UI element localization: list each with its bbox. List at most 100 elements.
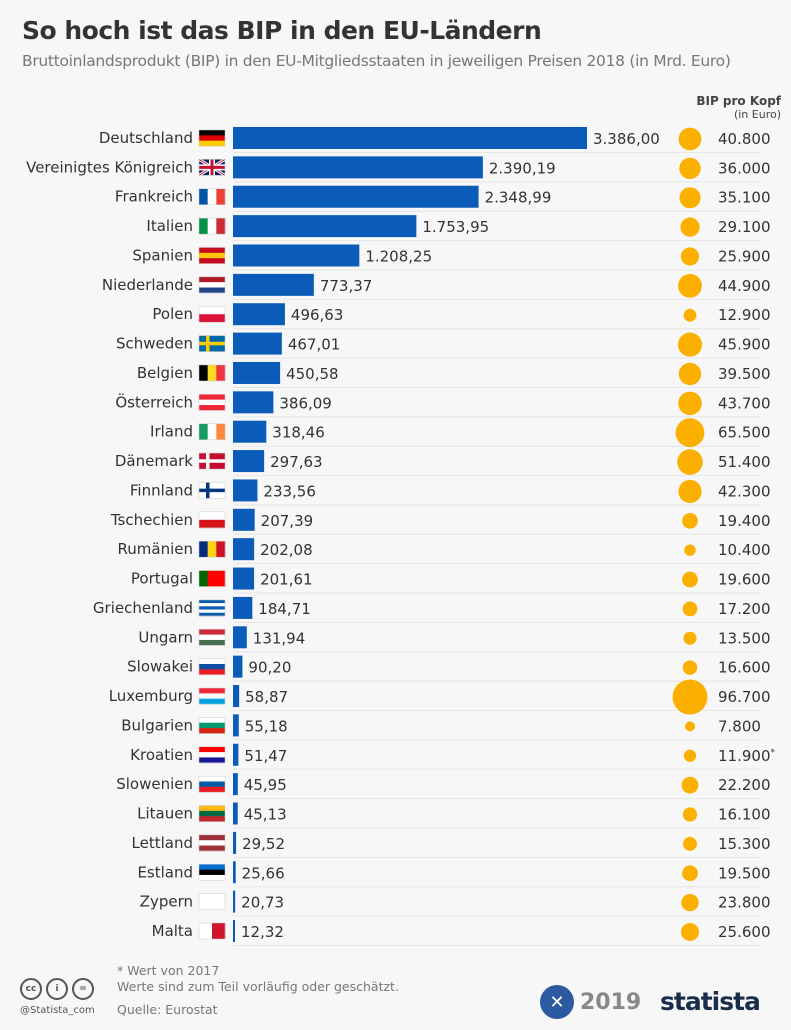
per-capita-value-label: 65.500	[718, 424, 771, 442]
category-label: Rumänien	[118, 540, 193, 558]
per-capita-value-label: 23.800	[718, 894, 771, 912]
person-icon: i	[46, 978, 68, 1000]
gdp-value-label: 90,20	[248, 659, 291, 677]
flag-icon	[198, 570, 226, 587]
category-label: Slowenien	[116, 775, 193, 793]
per-capita-value-label: 7.800	[718, 717, 761, 735]
gdp-value-label: 467,01	[288, 336, 341, 354]
gdp-bar	[233, 391, 274, 414]
flag-icon	[198, 335, 226, 352]
category-label: Tschechien	[110, 511, 193, 529]
flag-icon	[198, 482, 226, 499]
per-capita-bubble	[677, 332, 703, 357]
gdp-value-label: 25,66	[242, 864, 285, 882]
per-capita-bubble	[683, 631, 697, 645]
per-capita-bubble	[678, 362, 702, 386]
footnote: * Wert von 2017 Werte sind zum Teil vorl…	[117, 963, 399, 995]
gdp-bar	[233, 361, 281, 384]
flag-icon	[198, 658, 226, 675]
category-label: Luxemburg	[109, 687, 193, 705]
chart-row: Griechenland 184,71 17.200	[93, 596, 771, 623]
flag-icon	[198, 188, 226, 205]
per-capita-title: BIP pro Kopf	[696, 94, 781, 108]
chart-row: Belgien 450,58 39.500	[137, 361, 771, 388]
gdp-value-label: 202,08	[260, 541, 313, 559]
gdp-bar	[233, 215, 417, 238]
category-label: Österreich	[115, 392, 193, 411]
source: Quelle: Eurostat	[117, 1002, 218, 1017]
gdp-value-label: 29,52	[242, 835, 285, 853]
chart-row: Schweden 467,01 45.900	[116, 332, 771, 359]
flag-icon	[198, 834, 226, 852]
footnote-estimate: Werte sind zum Teil vorläufig oder gesch…	[117, 979, 399, 994]
gdp-value-label: 297,63	[270, 453, 323, 471]
bar-chart: Deutschland 3.386,00 40.800 Vereinigtes Kön…	[26, 127, 776, 946]
per-capita-bubble	[681, 776, 699, 794]
per-capita-value-label: 42.300	[718, 482, 771, 500]
category-label: Kroatien	[130, 746, 193, 764]
category-label: Malta	[152, 922, 193, 940]
category-label: Italien	[146, 217, 193, 235]
per-capita-bubble	[678, 391, 702, 416]
chart-row: Estland 25,66 19.500	[137, 861, 771, 888]
flag-icon	[198, 217, 226, 235]
category-label: Portugal	[131, 570, 193, 588]
flag-icon	[198, 511, 226, 529]
per-capita-bubble	[683, 749, 697, 762]
gdp-value-label: 2.390,19	[489, 159, 556, 177]
flag-icon	[198, 805, 226, 822]
per-capita-value-label: 44.900	[718, 277, 771, 295]
per-capita-bubble	[678, 273, 702, 298]
per-capita-value-label: 39.500	[718, 365, 771, 383]
gdp-bar	[233, 450, 265, 473]
per-capita-bubble	[682, 865, 698, 882]
year-badge: ✕ 2019	[540, 985, 641, 1019]
flag-icon	[198, 129, 226, 147]
twitter-handle: @Statista_com	[20, 1005, 95, 1016]
per-capita-bubble	[683, 836, 697, 851]
gdp-value-label: 12,32	[241, 923, 284, 941]
per-capita-bubble	[684, 544, 696, 556]
chart-row: Ungarn 131,94 13.500	[138, 626, 771, 653]
per-capita-bubble	[681, 893, 699, 912]
gdp-value-label: 233,56	[263, 482, 316, 500]
per-capita-value-label: 43.700	[718, 394, 771, 412]
category-label: Ungarn	[138, 628, 193, 646]
category-label: Irland	[150, 423, 193, 441]
chart-row: Österreich 386,09 43.700	[115, 391, 771, 418]
flag-icon	[198, 775, 226, 793]
gdp-bar	[233, 273, 314, 296]
per-capita-unit: (in Euro)	[733, 108, 781, 121]
flag-icon	[198, 629, 226, 646]
chart-row: Deutschland 3.386,00 40.800	[99, 127, 771, 153]
gdp-value-label: 1.753,95	[422, 218, 489, 236]
gdp-value-label: 318,46	[272, 424, 325, 442]
gdp-value-label: 45,95	[244, 776, 287, 794]
per-capita-bubble	[680, 922, 700, 941]
gdp-bar	[233, 332, 282, 355]
gdp-value-label: 773,37	[320, 277, 373, 295]
chart-row: Kroatien 51,47 11.900*	[130, 743, 776, 770]
category-label: Niederlande	[102, 276, 193, 294]
chart-row: Spanien 1.208,25 25.900	[132, 244, 771, 271]
per-capita-value-label: 22.200	[718, 776, 771, 794]
per-capita-bubble	[675, 418, 705, 448]
flag-icon	[198, 893, 226, 910]
page-title: So hoch ist das BIP in den EU-Ländern	[22, 16, 542, 45]
per-capita-bubble	[678, 479, 702, 504]
flag-icon	[198, 423, 226, 440]
category-label: Finnland	[130, 481, 193, 499]
category-label: Deutschland	[99, 129, 193, 147]
per-capita-value-label: 16.100	[718, 806, 771, 824]
equals-icon: =	[72, 978, 94, 1000]
per-capita-value-label: 51.400	[718, 453, 771, 471]
chart-row: Lettland 29,52 15.300	[132, 831, 771, 858]
chart-row: Litauen 45,13 16.100	[137, 802, 771, 829]
category-label: Bulgarien	[121, 716, 193, 734]
chart-row: Luxemburg 58,87 96.700	[109, 679, 771, 715]
flag-icon	[198, 452, 226, 470]
chart-row: Tschechien 207,39 19.400	[110, 508, 771, 535]
chart-row: Malta 12,32 25.600	[152, 919, 771, 946]
gdp-bar	[233, 861, 236, 884]
